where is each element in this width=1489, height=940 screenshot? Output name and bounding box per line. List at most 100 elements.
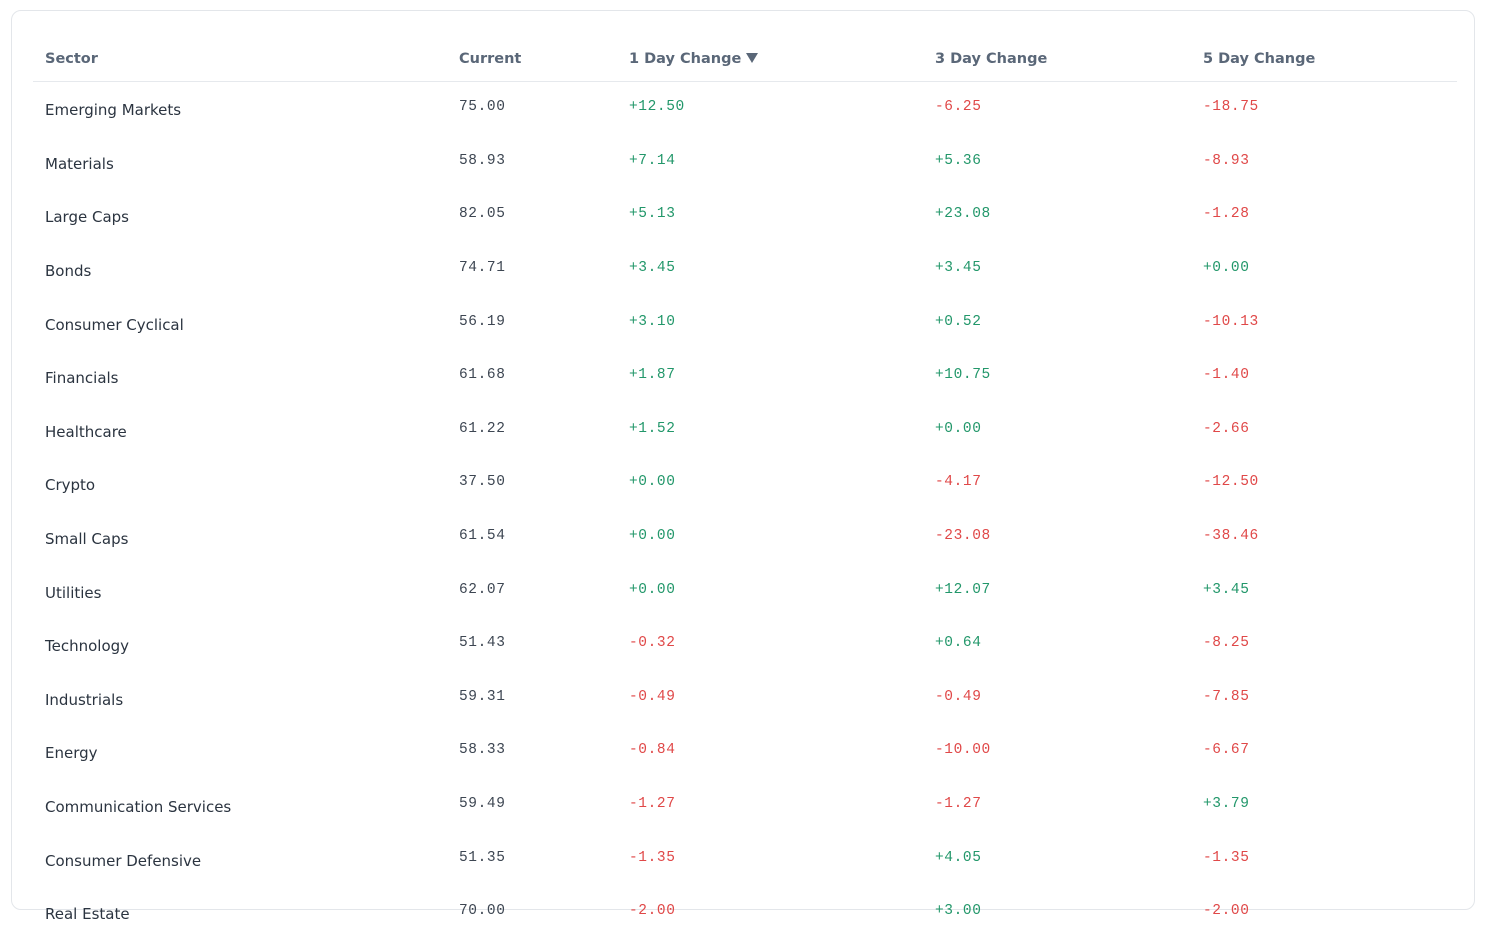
header-3-day-change[interactable]: 3 Day Change [923, 37, 1191, 82]
table-row[interactable]: Emerging Markets 75.00 +12.50 -6.25 -18.75 [33, 82, 1457, 136]
sector-cell: Crypto [45, 476, 96, 495]
three-day-change-cell: +3.45 [935, 260, 982, 277]
three-day-change-cell: -23.08 [935, 528, 991, 545]
one-day-change-cell: -0.49 [629, 688, 676, 705]
table-body: Emerging Markets 75.00 +12.50 -6.25 -18.75 Ma… [33, 82, 1457, 940]
current-value-cell: 70.00 [459, 903, 506, 920]
current-value-cell: 61.22 [459, 420, 506, 437]
current-value-cell: 37.50 [459, 474, 506, 491]
current-value-cell: 56.19 [459, 313, 506, 330]
table-row[interactable]: Consumer Cyclical 56.19 +3.10 +0.52 -10.13 [33, 296, 1457, 350]
current-value-cell: 51.43 [459, 635, 506, 652]
header-current-label: Current [459, 51, 522, 67]
five-day-change-cell: -1.40 [1203, 367, 1250, 384]
sector-cell: Consumer Cyclical [45, 315, 184, 334]
five-day-change-cell: -38.46 [1203, 528, 1259, 545]
table-header-row: Sector Current 1 Day Change 3 Day Change… [33, 37, 1457, 82]
table-row[interactable]: Small Caps 61.54 +0.00 -23.08 -38.46 [33, 511, 1457, 565]
current-value-cell: 61.54 [459, 528, 506, 545]
current-value-cell: 59.31 [459, 688, 506, 705]
one-day-change-cell: -2.00 [629, 903, 676, 920]
table-row[interactable]: Financials 61.68 +1.87 +10.75 -1.40 [33, 350, 1457, 404]
table-row[interactable]: Crypto 37.50 +0.00 -4.17 -12.50 [33, 457, 1457, 511]
five-day-change-cell: -2.66 [1203, 420, 1250, 437]
header-5-day-change-label: 5 Day Change [1203, 51, 1316, 67]
five-day-change-cell: +3.79 [1203, 796, 1250, 813]
table-row[interactable]: Communication Services 59.49 -1.27 -1.27 +3.… [33, 779, 1457, 833]
five-day-change-cell: -2.00 [1203, 903, 1250, 920]
sector-cell: Energy [45, 744, 98, 763]
table-row[interactable]: Bonds 74.71 +3.45 +3.45 +0.00 [33, 243, 1457, 297]
one-day-change-cell: -1.27 [629, 796, 676, 813]
current-value-cell: 51.35 [459, 849, 506, 866]
five-day-change-cell: -12.50 [1203, 474, 1259, 491]
sector-cell: Utilities [45, 583, 102, 602]
three-day-change-cell: +0.52 [935, 313, 982, 330]
sector-cell: Large Caps [45, 208, 129, 227]
sector-cell: Industrials [45, 690, 124, 709]
header-1-day-change[interactable]: 1 Day Change [617, 37, 923, 82]
table-row[interactable]: Utilities 62.07 +0.00 +12.07 +3.45 [33, 564, 1457, 618]
three-day-change-cell: +3.00 [935, 903, 982, 920]
one-day-change-cell: -1.35 [629, 849, 676, 866]
sector-cell: Technology [45, 637, 130, 656]
three-day-change-cell: +4.05 [935, 849, 982, 866]
five-day-change-cell: -1.35 [1203, 849, 1250, 866]
current-value-cell: 82.05 [459, 206, 506, 223]
current-value-cell: 74.71 [459, 260, 506, 277]
one-day-change-cell: -0.32 [629, 635, 676, 652]
current-value-cell: 62.07 [459, 581, 506, 598]
five-day-change-cell: -8.25 [1203, 635, 1250, 652]
sector-cell: Small Caps [45, 530, 129, 549]
sector-performance-card: Sector Current 1 Day Change 3 Day Change… [11, 10, 1475, 923]
one-day-change-cell: +12.50 [629, 99, 685, 116]
header-3-day-change-label: 3 Day Change [935, 51, 1048, 67]
sector-cell: Materials [45, 154, 114, 173]
current-value-cell: 61.68 [459, 367, 506, 384]
one-day-change-cell: +0.00 [629, 581, 676, 598]
three-day-change-cell: +23.08 [935, 206, 991, 223]
sector-cell: Healthcare [45, 422, 127, 441]
table-row[interactable]: Energy 58.33 -0.84 -10.00 -6.67 [33, 725, 1457, 779]
three-day-change-cell: +5.36 [935, 152, 982, 169]
three-day-change-cell: -1.27 [935, 796, 982, 813]
one-day-change-cell: +3.45 [629, 260, 676, 277]
table-row[interactable]: Industrials 59.31 -0.49 -0.49 -7.85 [33, 672, 1457, 726]
five-day-change-cell: -18.75 [1203, 99, 1259, 116]
one-day-change-cell: +5.13 [629, 206, 676, 223]
table-row[interactable]: Real Estate 70.00 -2.00 +3.00 -2.00 [33, 886, 1457, 940]
header-sector[interactable]: Sector [33, 37, 447, 82]
three-day-change-cell: -6.25 [935, 99, 982, 116]
three-day-change-cell: +0.00 [935, 420, 982, 437]
one-day-change-cell: -0.84 [629, 742, 676, 759]
three-day-change-cell: +10.75 [935, 367, 991, 384]
one-day-change-cell: +3.10 [629, 313, 676, 330]
one-day-change-cell: +0.00 [629, 528, 676, 545]
one-day-change-cell: +0.00 [629, 474, 676, 491]
one-day-change-cell: +1.87 [629, 367, 676, 384]
table-row[interactable]: Healthcare 61.22 +1.52 +0.00 -2.66 [33, 404, 1457, 458]
current-value-cell: 58.33 [459, 742, 506, 759]
sector-cell: Communication Services [45, 798, 232, 817]
table-row[interactable]: Large Caps 82.05 +5.13 +23.08 -1.28 [33, 189, 1457, 243]
three-day-change-cell: -0.49 [935, 688, 982, 705]
sector-table: Sector Current 1 Day Change 3 Day Change… [33, 37, 1457, 940]
three-day-change-cell: -4.17 [935, 474, 982, 491]
table-row[interactable]: Technology 51.43 -0.32 +0.64 -8.25 [33, 618, 1457, 672]
triangle-down-icon [746, 53, 759, 63]
current-value-cell: 59.49 [459, 796, 506, 813]
five-day-change-cell: -1.28 [1203, 206, 1250, 223]
five-day-change-cell: -7.85 [1203, 688, 1250, 705]
header-5-day-change[interactable]: 5 Day Change [1191, 37, 1457, 82]
sector-cell: Financials [45, 369, 119, 388]
table-row[interactable]: Consumer Defensive 51.35 -1.35 +4.05 -1.35 [33, 832, 1457, 886]
five-day-change-cell: -6.67 [1203, 742, 1250, 759]
one-day-change-cell: +1.52 [629, 420, 676, 437]
table-row[interactable]: Materials 58.93 +7.14 +5.36 -8.93 [33, 136, 1457, 190]
sector-cell: Real Estate [45, 905, 130, 924]
current-value-cell: 75.00 [459, 99, 506, 116]
header-current[interactable]: Current [447, 37, 617, 82]
three-day-change-cell: +0.64 [935, 635, 982, 652]
sector-cell: Emerging Markets [45, 101, 182, 120]
header-1-day-change-label: 1 Day Change [629, 51, 742, 67]
